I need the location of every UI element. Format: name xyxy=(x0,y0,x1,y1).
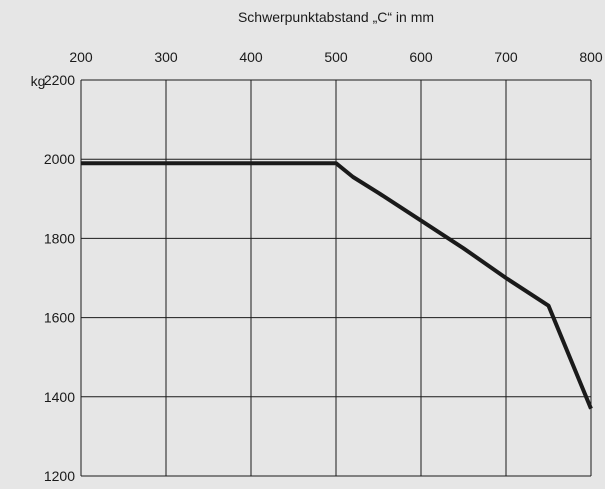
x-tick-labels: 200 300 400 500 600 700 800 xyxy=(69,49,603,65)
y-tick-label-2200: 2200 xyxy=(44,72,75,88)
x-tick-label-300: 300 xyxy=(154,49,178,65)
y-tick-label-1400: 1400 xyxy=(44,389,75,405)
x-tick-label-600: 600 xyxy=(409,49,433,65)
y-tick-labels: 1200 1400 1600 1800 2000 2200 xyxy=(44,72,75,484)
series xyxy=(81,161,593,410)
series-line-0 xyxy=(81,161,593,410)
y-tick-label-1600: 1600 xyxy=(44,310,75,326)
y-tick-label-1200: 1200 xyxy=(44,468,75,484)
y-axis-unit: kg xyxy=(31,73,46,89)
grid xyxy=(80,79,592,477)
x-tick-label-200: 200 xyxy=(69,49,93,65)
y-tick-label-1800: 1800 xyxy=(44,230,75,246)
chart-title: Schwerpunktabstand „C“ in mm xyxy=(238,9,434,25)
x-tick-label-500: 500 xyxy=(324,49,348,65)
x-tick-label-400: 400 xyxy=(239,49,263,65)
x-tick-label-800: 800 xyxy=(579,49,603,65)
x-tick-label-700: 700 xyxy=(494,49,518,65)
y-tick-label-2000: 2000 xyxy=(44,151,75,167)
